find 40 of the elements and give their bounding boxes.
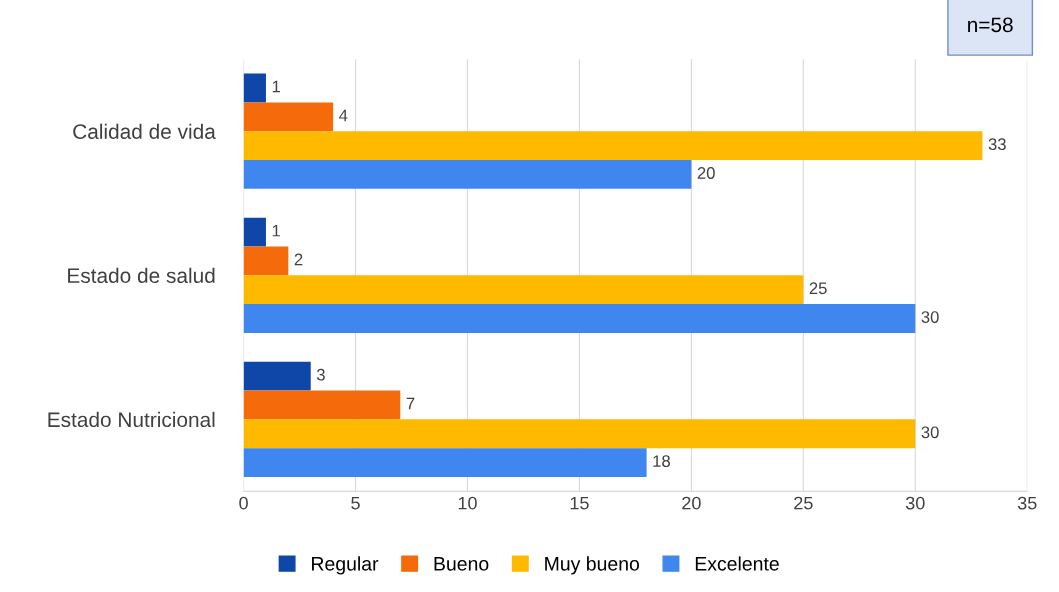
- legend-label: Excelente: [695, 556, 779, 571]
- bar: [243, 419, 916, 449]
- legend-label: Bueno: [434, 557, 489, 571]
- data-label: 18: [653, 455, 670, 468]
- x-tick-label: 35: [1017, 496, 1037, 510]
- data-label: 30: [921, 426, 939, 439]
- bar: [243, 102, 334, 132]
- y-tick-label: Estado Nutricional: [48, 411, 215, 428]
- x-tick-label: 25: [794, 496, 813, 510]
- data-label: 3: [316, 368, 325, 381]
- x-tick-label: 15: [570, 496, 589, 510]
- x-tick-label: 10: [458, 496, 477, 510]
- bar: [243, 73, 266, 103]
- bar: [243, 131, 983, 161]
- data-label: 25: [809, 282, 827, 295]
- bar: [243, 246, 289, 276]
- bar: [243, 390, 401, 420]
- data-label: 7: [406, 397, 415, 410]
- data-label: 33: [988, 138, 1006, 151]
- bar: [243, 275, 804, 305]
- x-tick-label: 30: [905, 496, 925, 510]
- text: n=58: [968, 17, 1013, 33]
- x-tick-label: 5: [351, 496, 360, 510]
- data-label: 20: [697, 167, 715, 179]
- legend-label: Regular: [312, 556, 379, 575]
- legend-label: Muy bueno: [545, 556, 640, 575]
- bar: [243, 304, 916, 333]
- data-label: 1: [272, 224, 280, 237]
- bar: [243, 217, 266, 247]
- x-tick-label: 20: [682, 496, 701, 510]
- data-label: 1: [272, 80, 280, 93]
- x-tick-label: 0: [239, 496, 248, 510]
- y-tick-label: Calidad de vida: [73, 123, 216, 139]
- data-label: 2: [294, 253, 303, 266]
- bar: [243, 448, 647, 477]
- data-label: 4: [339, 109, 348, 122]
- bar: [243, 160, 692, 189]
- bar: [243, 361, 311, 391]
- y-tick-label: Estado de salud: [68, 267, 215, 284]
- data-label: 30: [921, 311, 939, 323]
